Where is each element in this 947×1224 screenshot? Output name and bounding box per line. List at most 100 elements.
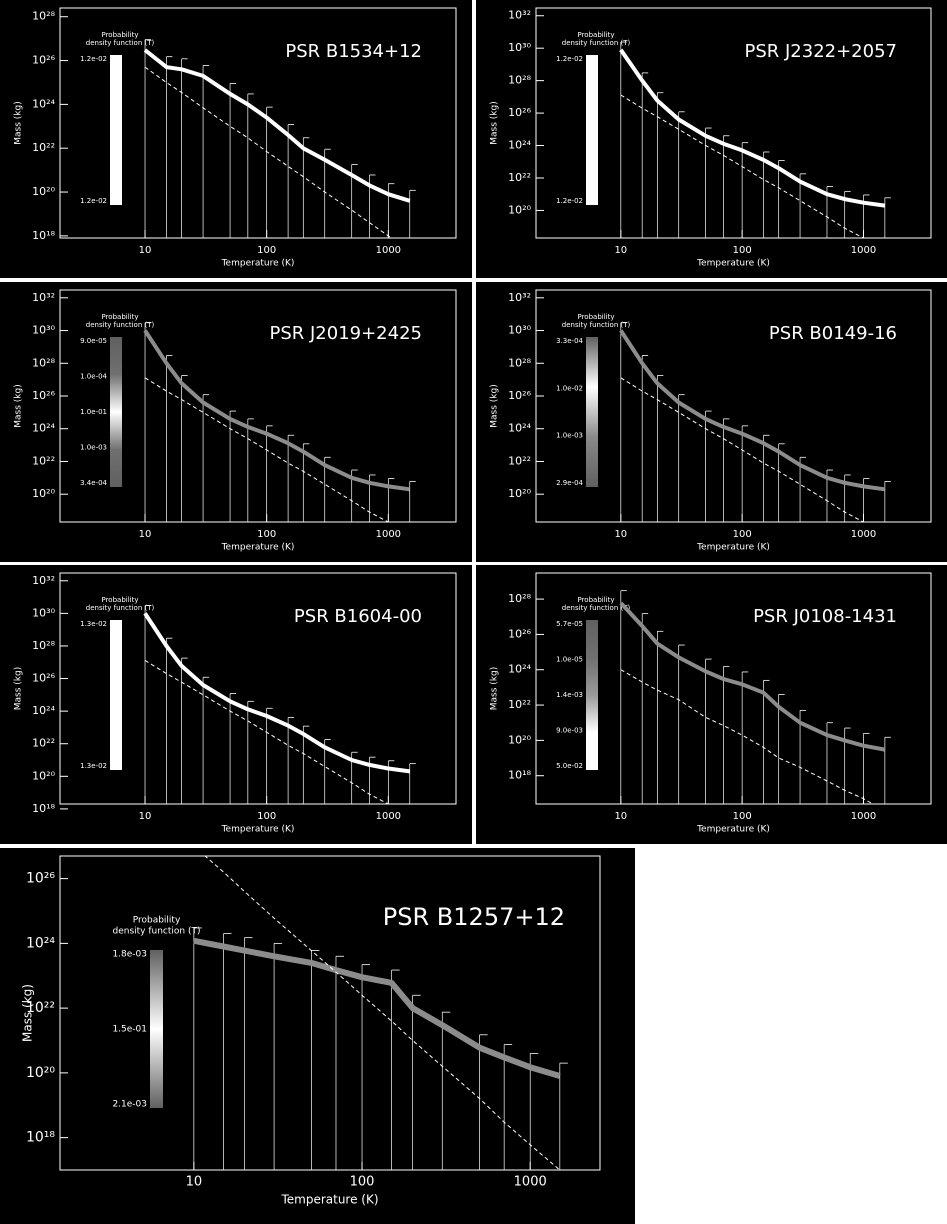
y-tick-label: 10²⁰ [508, 203, 531, 216]
y-tick-label: 10³² [32, 574, 55, 587]
panel: 10 100 1000 10¹⁸ 10²⁰ 10²² 10²⁴ 10²⁶ 10²⁸ Tempera… [476, 565, 947, 844]
x-tick-label: 100 [733, 245, 752, 256]
colorbar-label: Probability [101, 313, 138, 321]
panel-background [0, 848, 635, 1224]
colorbar [110, 337, 122, 487]
y-tick-label: 10¹⁸ [32, 802, 55, 815]
y-tick-label: 10¹⁸ [32, 229, 55, 242]
colorbar-label: density function (T) [562, 321, 631, 329]
chart-title: PSR B1257+12 [383, 903, 565, 931]
colorbar-label: density function (T) [86, 604, 155, 612]
panel: 10 100 1000 10²⁰ 10²² 10²⁴ 10²⁶ 10²⁸ 10³⁰ 10³² Tem… [0, 282, 472, 562]
plot-data [193, 856, 568, 1170]
y-tick-label: 10²⁸ [508, 592, 531, 605]
y-tick-label: 10²⁶ [508, 106, 531, 119]
x-axis-label: Temperature (K) [221, 259, 295, 269]
y-tick-label: 10²⁴ [32, 422, 55, 435]
y-tick-label: 10²⁰ [32, 185, 55, 198]
y-tick-label: 10³⁰ [32, 324, 55, 337]
y-tick-label: 10²⁸ [32, 10, 55, 23]
colorbar-tick-label: 1.5e-01 [112, 1025, 147, 1035]
colorbar-tick-label: 1.3e-02 [80, 762, 107, 770]
data-line [619, 601, 886, 752]
colorbar [586, 620, 598, 770]
x-tick-label: 100 [257, 529, 276, 540]
x-tick-label: 1000 [851, 811, 876, 822]
y-tick-label: 10²⁶ [26, 871, 55, 887]
y-tick-label: 10²⁰ [32, 769, 55, 782]
colorbar-tick-label: 1.2e-02 [556, 55, 583, 63]
y-tick-label: 10¹⁸ [26, 1130, 55, 1146]
colorbar-tick-label: 1.2e-02 [556, 197, 583, 205]
y-tick-label: 10²⁴ [508, 422, 531, 435]
colorbar-tick-label: 3.3e-04 [556, 337, 583, 345]
y-tick-label: 10²⁰ [26, 1065, 55, 1081]
plot-frame [59, 289, 457, 523]
y-tick-label: 10²⁶ [32, 54, 55, 67]
y-axis-label: Mass (kg) [490, 384, 500, 427]
chart-title: PSR B0149-16 [769, 323, 897, 344]
colorbar-tick-label: 2.9e-04 [556, 479, 583, 487]
data-line [619, 329, 886, 492]
y-tick-label: 10²⁶ [508, 627, 531, 640]
plot-frame [59, 7, 457, 239]
chart-title: PSR B1604-00 [294, 606, 422, 627]
colorbar-tick-label: 1.2e-02 [80, 55, 107, 63]
panel: 10 100 1000 10¹⁸ 10²⁰ 10²² 10²⁴ 10²⁶ 10²⁸ Tempera… [0, 0, 472, 278]
y-axis-label: Mass (kg) [14, 384, 24, 427]
x-tick-label: 100 [733, 811, 752, 822]
plot-frame [535, 289, 932, 523]
colorbar [586, 337, 598, 487]
colorbar-tick-label: 1.0e-04 [80, 373, 107, 381]
colorbar-label: Probability [577, 596, 614, 604]
y-tick-label: 10³⁰ [508, 324, 531, 337]
plot-data [619, 590, 891, 804]
x-axis-label: Temperature (K) [696, 259, 770, 269]
x-tick-label: 1000 [376, 811, 401, 822]
colorbar-tick-label: 1.0e-01 [80, 408, 107, 416]
colorbar-label: density function (T) [562, 604, 631, 612]
model-line [204, 856, 561, 1170]
x-tick-label: 1000 [376, 529, 401, 540]
colorbar-tick-label: 5.7e-05 [556, 620, 583, 628]
colorbar-tick-label: 1.0e-05 [556, 656, 583, 664]
x-tick-label: 10 [186, 1175, 203, 1190]
y-tick-label: 10²² [32, 141, 55, 154]
x-tick-label: 1000 [851, 529, 876, 540]
y-tick-label: 10²⁶ [32, 672, 55, 685]
plot-data [143, 39, 416, 238]
plot-data [619, 322, 891, 522]
colorbar-label: Probability [101, 31, 138, 39]
colorbar-label: Probability [577, 313, 614, 321]
y-axis-label: Mass (kg) [14, 101, 24, 144]
y-tick-label: 10²⁸ [508, 74, 531, 87]
y-tick-label: 10²² [508, 454, 531, 467]
chart-title: PSR B1534+12 [285, 41, 422, 62]
y-tick-label: 10²² [32, 737, 55, 750]
colorbar-tick-label: 1.8e-03 [112, 950, 147, 960]
x-axis-label: Temperature (K) [696, 825, 770, 835]
x-tick-label: 10 [614, 811, 627, 822]
chart-title: PSR J0108-1431 [753, 606, 897, 627]
plot-data [619, 41, 891, 238]
colorbar [586, 55, 598, 205]
plot-frame [535, 7, 932, 239]
y-axis-label: Mass (kg) [14, 667, 24, 710]
x-tick-label: 100 [257, 811, 276, 822]
data-line [143, 329, 410, 492]
y-axis-label: Mass (kg) [490, 667, 500, 710]
panel: 10 100 1000 10²⁰ 10²² 10²⁴ 10²⁶ 10²⁸ 10³⁰ 10³² Tem… [476, 0, 947, 278]
x-axis-label: Temperature (K) [221, 543, 295, 553]
data-line [193, 937, 561, 1079]
y-tick-label: 10²² [32, 454, 55, 467]
y-tick-label: 10²⁰ [32, 487, 55, 500]
y-tick-label: 10²⁴ [508, 663, 531, 676]
y-tick-label: 10²⁸ [508, 356, 531, 369]
model-line [144, 377, 390, 522]
colorbar-tick-label: 1.4e-03 [556, 691, 583, 699]
data-line [619, 48, 886, 208]
colorbar [150, 950, 163, 1108]
y-tick-label: 10²² [508, 171, 531, 184]
y-tick-label: 10³² [508, 291, 531, 304]
